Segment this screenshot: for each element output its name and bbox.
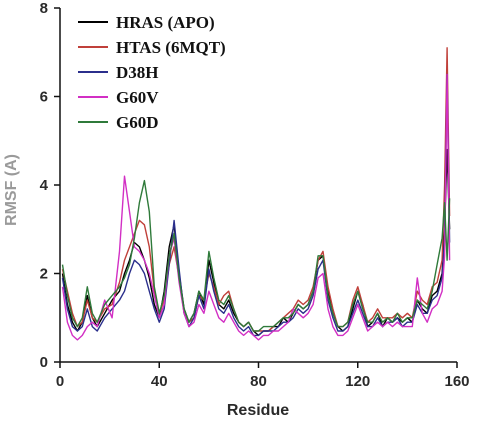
legend-label: G60V (116, 88, 159, 107)
y-tick-label: 0 (40, 354, 48, 371)
axis-ticks: 0 40 80 120 160 0 2 4 6 8 (40, 0, 470, 390)
y-tick-label: 8 (40, 0, 48, 17)
y-tick-label: 6 (40, 89, 48, 106)
x-tick-label: 120 (345, 373, 370, 390)
legend-label: HRAS (APO) (116, 13, 215, 32)
x-axis-title: Residue (227, 402, 289, 419)
y-tick-label: 2 (40, 266, 48, 283)
series-lines (61, 47, 451, 341)
legend-label: HTAS (6MQT) (116, 38, 226, 57)
x-tick-label: 0 (56, 373, 64, 390)
series-line-g60v (61, 73, 451, 341)
x-tick-label: 160 (444, 373, 469, 390)
x-tick-label: 80 (250, 373, 267, 390)
legend: HRAS (APO) HTAS (6MQT) D38H G60V G60D (78, 13, 226, 132)
y-tick-label: 4 (40, 177, 49, 194)
legend-label: G60D (116, 113, 159, 132)
axes (59, 8, 457, 363)
legend-label: D38H (116, 63, 159, 82)
axis-titles: Residue RMSF (A) (3, 154, 289, 419)
x-tick-label: 40 (151, 373, 168, 390)
y-axis-title: RMSF (A) (3, 154, 20, 226)
series-line-g60d (61, 179, 451, 332)
